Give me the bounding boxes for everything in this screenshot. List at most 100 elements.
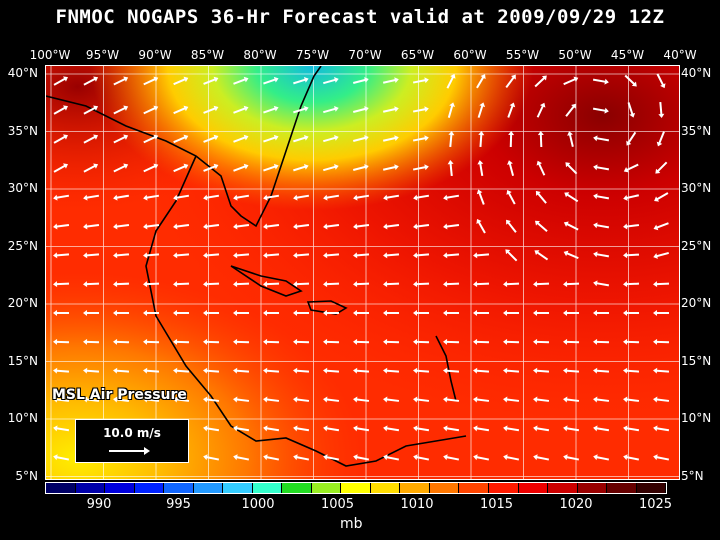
wind-arrow (413, 338, 430, 345)
wind-arrow (233, 223, 250, 230)
wind-arrow (443, 454, 460, 461)
wind-arrow (413, 194, 430, 201)
lat-label: 40°N (7, 66, 38, 80)
wind-arrow (507, 160, 515, 176)
wind-arrow (623, 454, 640, 461)
wind-arrow (413, 310, 430, 317)
wind-arrow (263, 454, 280, 461)
wind-arrow (143, 310, 160, 317)
lat-label: 10°N (681, 411, 712, 425)
wind-arrow (263, 105, 279, 114)
wind-arrow (53, 281, 70, 288)
wind-arrow (533, 425, 550, 432)
wind-arrow (623, 367, 640, 374)
colorbar-swatch (370, 483, 401, 493)
wind-arrow (503, 454, 520, 461)
wind-arrow (233, 76, 249, 85)
wind-arrow (53, 76, 68, 86)
wind-arrow (143, 396, 160, 403)
wind-arrow (623, 338, 640, 345)
wind-arrow (143, 76, 159, 86)
map-canvas (46, 66, 679, 479)
wind-arrow (534, 75, 547, 88)
wind-arrow (233, 425, 250, 432)
wind-scale-label: 10.0 m/s (103, 426, 161, 440)
colorbar-swatch (607, 483, 637, 493)
wind-arrow (506, 189, 516, 205)
lon-label: 95°W (85, 48, 120, 62)
lon-label: 80°W (243, 48, 277, 62)
wind-arrow (203, 396, 220, 403)
wind-arrow (83, 163, 99, 173)
lat-label: 35°N (681, 123, 712, 138)
wind-arrow (83, 252, 100, 259)
wind-arrow (323, 135, 339, 143)
wind-arrow (293, 252, 310, 259)
wind-arrow (113, 396, 130, 403)
wind-arrow (593, 280, 610, 287)
wind-arrow (623, 425, 640, 432)
wind-arrow (473, 338, 490, 345)
wind-arrow (53, 454, 70, 461)
wind-arrow (383, 338, 400, 345)
wind-arrow (203, 252, 220, 259)
colorbar-swatch (75, 483, 106, 493)
colorbar-label: 1000 (241, 497, 275, 512)
wind-arrow (353, 338, 370, 345)
colorbar-swatch (282, 483, 312, 493)
wind-arrow (658, 101, 665, 118)
wind-arrow (143, 338, 160, 345)
lat-label: 35°N (7, 123, 38, 138)
lat-label: 25°N (7, 238, 38, 253)
wind-arrow (323, 164, 339, 172)
wind-arrow (503, 367, 520, 374)
wind-arrow (563, 76, 579, 86)
wind-arrow (534, 250, 549, 261)
wind-arrow (203, 367, 220, 374)
wind-arrow (593, 338, 610, 345)
wind-arrow (563, 281, 580, 288)
wind-arrow (203, 194, 220, 201)
wind-arrow (564, 192, 579, 203)
wind-arrow (53, 163, 68, 173)
wind-arrow (533, 396, 550, 403)
wind-arrow (353, 396, 370, 403)
wind-arrow (503, 396, 520, 403)
wind-arrow (383, 367, 400, 374)
wind-arrow (654, 192, 669, 202)
wind-arrow (203, 454, 220, 461)
lon-label: 45°W (610, 48, 645, 62)
wind-arrow (382, 106, 399, 113)
wind-arrow (503, 425, 520, 432)
wind-arrow (383, 252, 400, 259)
wind-arrow (323, 310, 340, 317)
wind-arrow (323, 281, 340, 288)
colorbar-swatch (636, 483, 667, 493)
wind-arrow (478, 131, 485, 148)
wind-arrow (263, 425, 280, 432)
wind-arrow (203, 425, 220, 432)
wind-arrow (383, 425, 400, 432)
wind-arrow (473, 252, 490, 259)
wind-arrow (263, 223, 280, 230)
wind-arrow (382, 135, 399, 142)
wind-arrow (113, 105, 129, 115)
wind-arrow (653, 425, 670, 432)
wind-arrow (113, 194, 130, 201)
wind-arrow (293, 194, 310, 201)
wind-arrow (293, 105, 309, 114)
wind-arrow (113, 134, 129, 144)
wind-arrow (413, 396, 430, 403)
wind-arrow (536, 160, 546, 176)
wind-arrow (293, 76, 309, 85)
wind-arrow (203, 223, 220, 230)
wind-arrow (113, 223, 130, 230)
wind-arrow (83, 367, 100, 374)
wind-arrow (233, 105, 249, 114)
lon-label: 90°W (138, 48, 172, 62)
wind-arrow (383, 396, 400, 403)
wind-arrow (413, 425, 430, 432)
wind-arrow (263, 134, 279, 143)
wind-arrow (233, 454, 250, 461)
wind-arrow (323, 106, 339, 114)
